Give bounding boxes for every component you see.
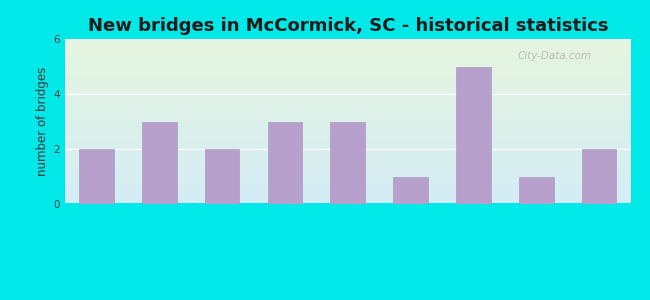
Bar [268, 122, 302, 204]
Y-axis label: number of bridges: number of bridges [36, 67, 49, 176]
Bar [582, 149, 616, 204]
Title: New bridges in McCormick, SC - historical statistics: New bridges in McCormick, SC - historica… [88, 17, 608, 35]
Bar [205, 149, 239, 204]
Bar [456, 67, 491, 204]
Bar [79, 149, 114, 204]
Bar [393, 176, 428, 204]
Bar [519, 176, 554, 204]
Bar [330, 122, 365, 204]
Bar [142, 122, 177, 204]
Text: City-Data.com: City-Data.com [517, 50, 592, 61]
